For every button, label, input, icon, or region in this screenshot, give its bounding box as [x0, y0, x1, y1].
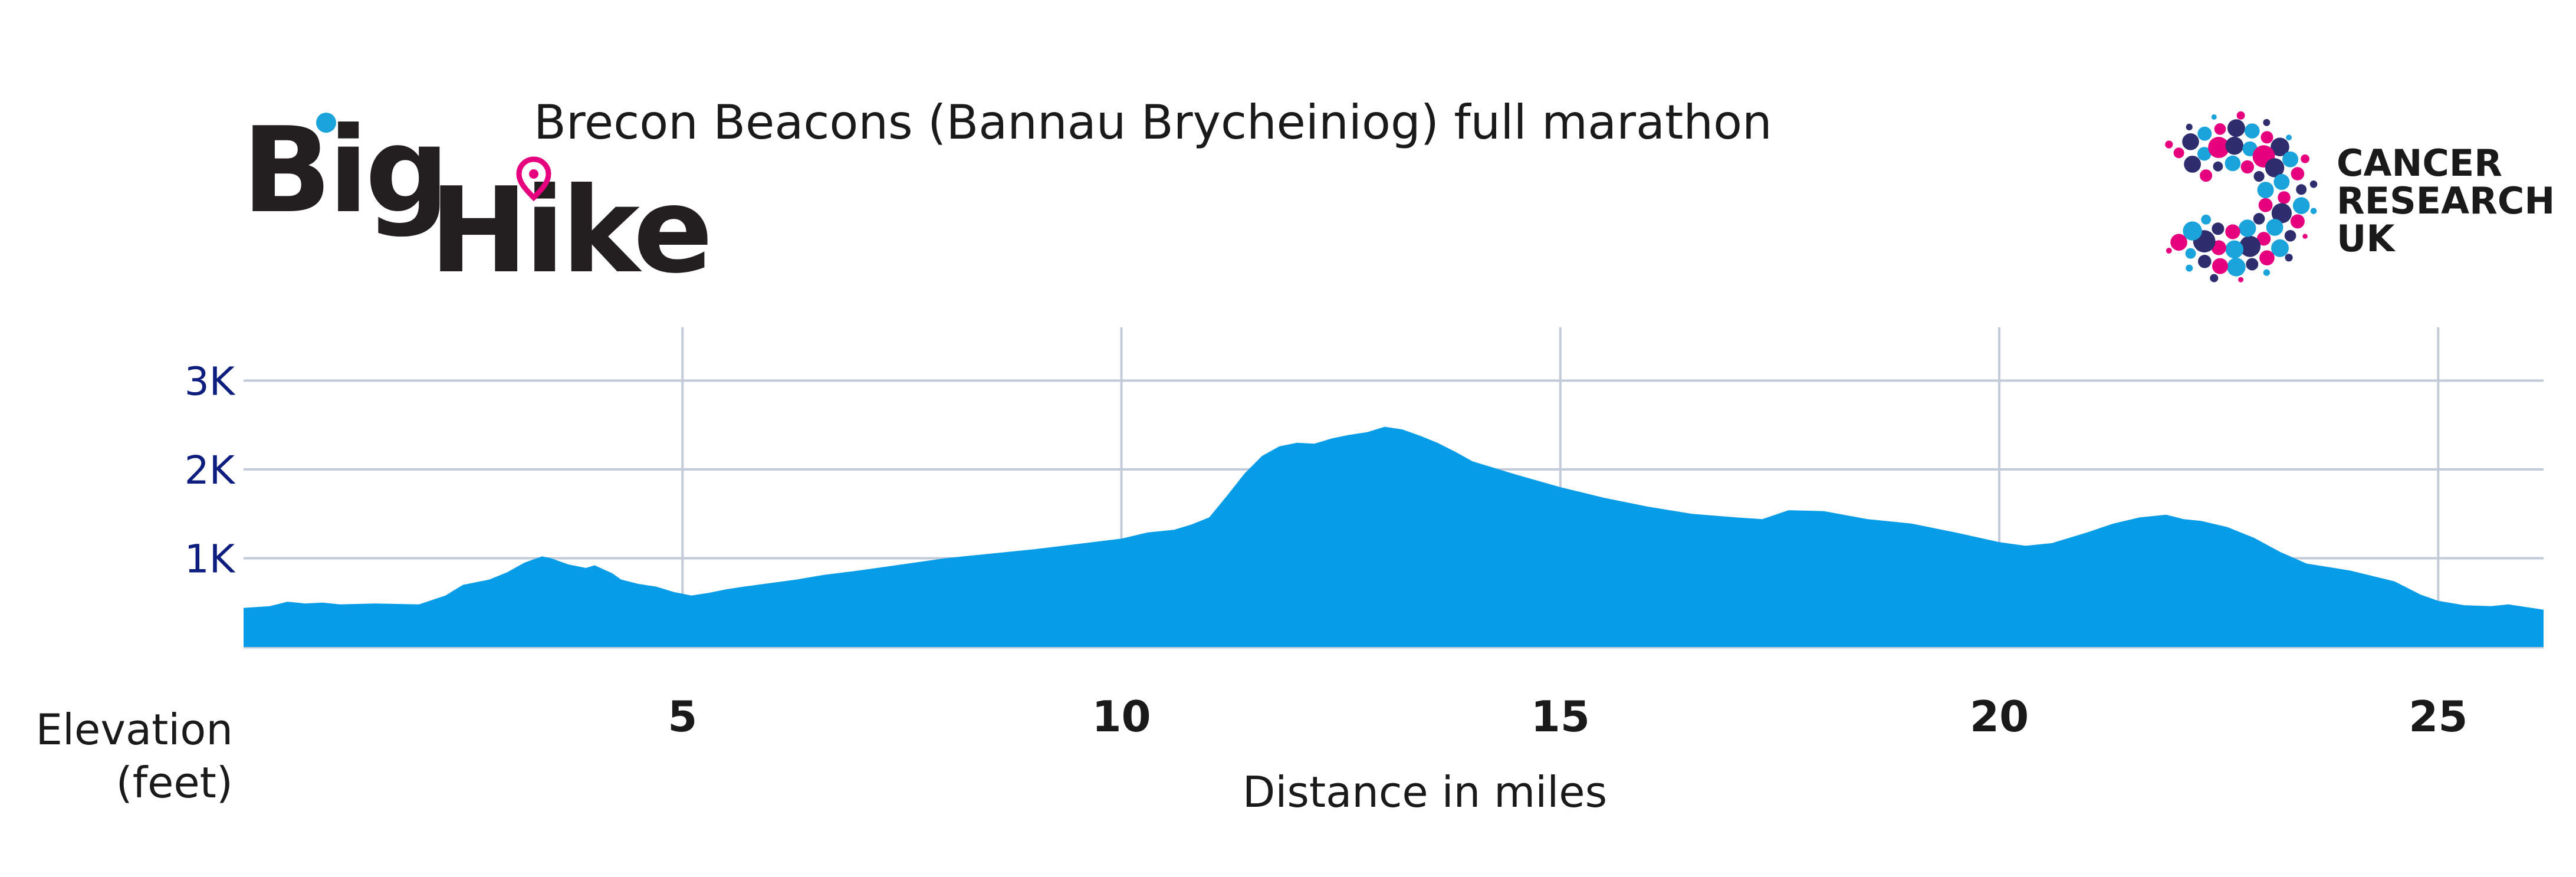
- cruk-dot: [2182, 133, 2199, 150]
- cruk-dot: [2290, 214, 2305, 229]
- cruk-dot: [2271, 239, 2289, 257]
- cruk-dot: [2198, 255, 2212, 268]
- cruk-dot: [2266, 219, 2283, 236]
- x-tick-label: 10: [1092, 692, 1151, 741]
- cruk-dot: [2214, 123, 2226, 135]
- cruk-dot: [2245, 123, 2260, 139]
- cruk-dot: [2239, 235, 2261, 257]
- cruk-dot: [2253, 171, 2265, 182]
- cruk-dot: [2291, 167, 2305, 180]
- cruk-dot: [2186, 123, 2193, 130]
- cruk-dot: [2197, 126, 2212, 141]
- cruk-dot: [2236, 111, 2245, 120]
- cruk-dot: [2246, 258, 2259, 271]
- cruk-dot: [2170, 234, 2187, 251]
- cancer-research-uk-logo: CANCER RESEARCH UK: [2165, 111, 2555, 283]
- cruk-dot: [2212, 222, 2225, 235]
- logo-dot-icon: [316, 113, 336, 133]
- cruk-dot: [2257, 182, 2274, 199]
- cruk-dot: [2265, 158, 2285, 178]
- cruk-dot: [2239, 219, 2256, 237]
- cruk-text-line2: RESEARCH: [2337, 179, 2555, 222]
- big-hike-logo-big: Big: [242, 102, 446, 239]
- cruk-dot: [2238, 277, 2244, 283]
- cruk-dot: [2260, 131, 2273, 144]
- cruk-dot: [2183, 221, 2202, 241]
- location-pin-icon: [516, 156, 551, 202]
- cruk-dot: [2201, 214, 2212, 225]
- cruk-dot: [2225, 136, 2244, 155]
- cruk-dot: [2184, 156, 2202, 173]
- cruk-text-line1: CANCER: [2337, 142, 2502, 185]
- x-tick-label: 25: [2409, 692, 2467, 741]
- cruk-dot: [2240, 160, 2254, 174]
- cruk-dot: [2271, 203, 2292, 224]
- cruk-dot: [2225, 155, 2241, 172]
- cruk-dot: [2208, 137, 2230, 158]
- cruk-dot: [2286, 134, 2292, 141]
- y-tick-label: 3K: [185, 359, 236, 404]
- cruk-dots-icon: [2165, 111, 2318, 283]
- cruk-dot: [2258, 198, 2273, 212]
- cruk-dot: [2302, 234, 2308, 239]
- y-tick-label: 2K: [185, 448, 236, 493]
- x-tick-label: 20: [1970, 692, 2029, 741]
- cruk-dot: [2225, 224, 2240, 239]
- cruk-dot: [2309, 180, 2318, 188]
- cruk-dot: [2213, 161, 2223, 172]
- cruk-dot: [2259, 250, 2275, 266]
- elevation-area: [244, 426, 2544, 647]
- cruk-text-line3: UK: [2337, 217, 2396, 260]
- cruk-dot: [2285, 254, 2293, 262]
- cruk-dot: [2256, 232, 2271, 246]
- cruk-dot: [2197, 147, 2212, 161]
- cruk-dot: [2225, 240, 2244, 259]
- cruk-dot: [2212, 258, 2228, 274]
- y-tick-label: 1K: [185, 536, 236, 582]
- cruk-dot: [2227, 258, 2246, 277]
- cruk-dot: [2263, 119, 2271, 126]
- cruk-dot: [2166, 248, 2172, 254]
- x-axis-label: Distance in miles: [1243, 767, 1607, 817]
- cruk-dot: [2185, 248, 2196, 259]
- cruk-dot: [2282, 151, 2299, 167]
- cruk-dot: [2263, 269, 2270, 276]
- cruk-dot: [2173, 147, 2184, 159]
- y-axis-label-line2: (feet): [116, 758, 233, 807]
- cruk-dot: [2284, 230, 2296, 242]
- cruk-dot: [2186, 264, 2193, 272]
- cruk-dot: [2301, 154, 2310, 163]
- x-tick-label: 5: [668, 692, 697, 741]
- chart-title: Brecon Beacons (Bannau Brycheiniog) full…: [534, 95, 1772, 150]
- cruk-dot: [2273, 174, 2290, 190]
- y-tick-labels: 1K 2K 3K: [185, 359, 236, 582]
- cruk-dot: [2227, 119, 2245, 137]
- cruk-dot: [2292, 197, 2310, 215]
- cruk-dot: [2200, 169, 2213, 182]
- cruk-dot: [2165, 140, 2173, 149]
- location-pin-dot-icon: [529, 169, 538, 179]
- big-hike-logo-hike: Hike: [429, 162, 709, 300]
- big-hike-logo: Big Hike: [242, 102, 713, 300]
- cruk-dot: [2211, 114, 2217, 120]
- cruk-dot: [2253, 213, 2265, 225]
- y-axis-label-line1: Elevation: [36, 705, 233, 754]
- cruk-dot: [2310, 208, 2317, 215]
- x-tick-labels: 5 10 15 20 25: [668, 692, 2467, 741]
- cruk-dot: [2210, 274, 2219, 283]
- x-tick-label: 15: [1531, 692, 1590, 741]
- cruk-dot: [2278, 191, 2291, 204]
- cruk-dot: [2296, 184, 2307, 195]
- cruk-dot: [2271, 137, 2289, 156]
